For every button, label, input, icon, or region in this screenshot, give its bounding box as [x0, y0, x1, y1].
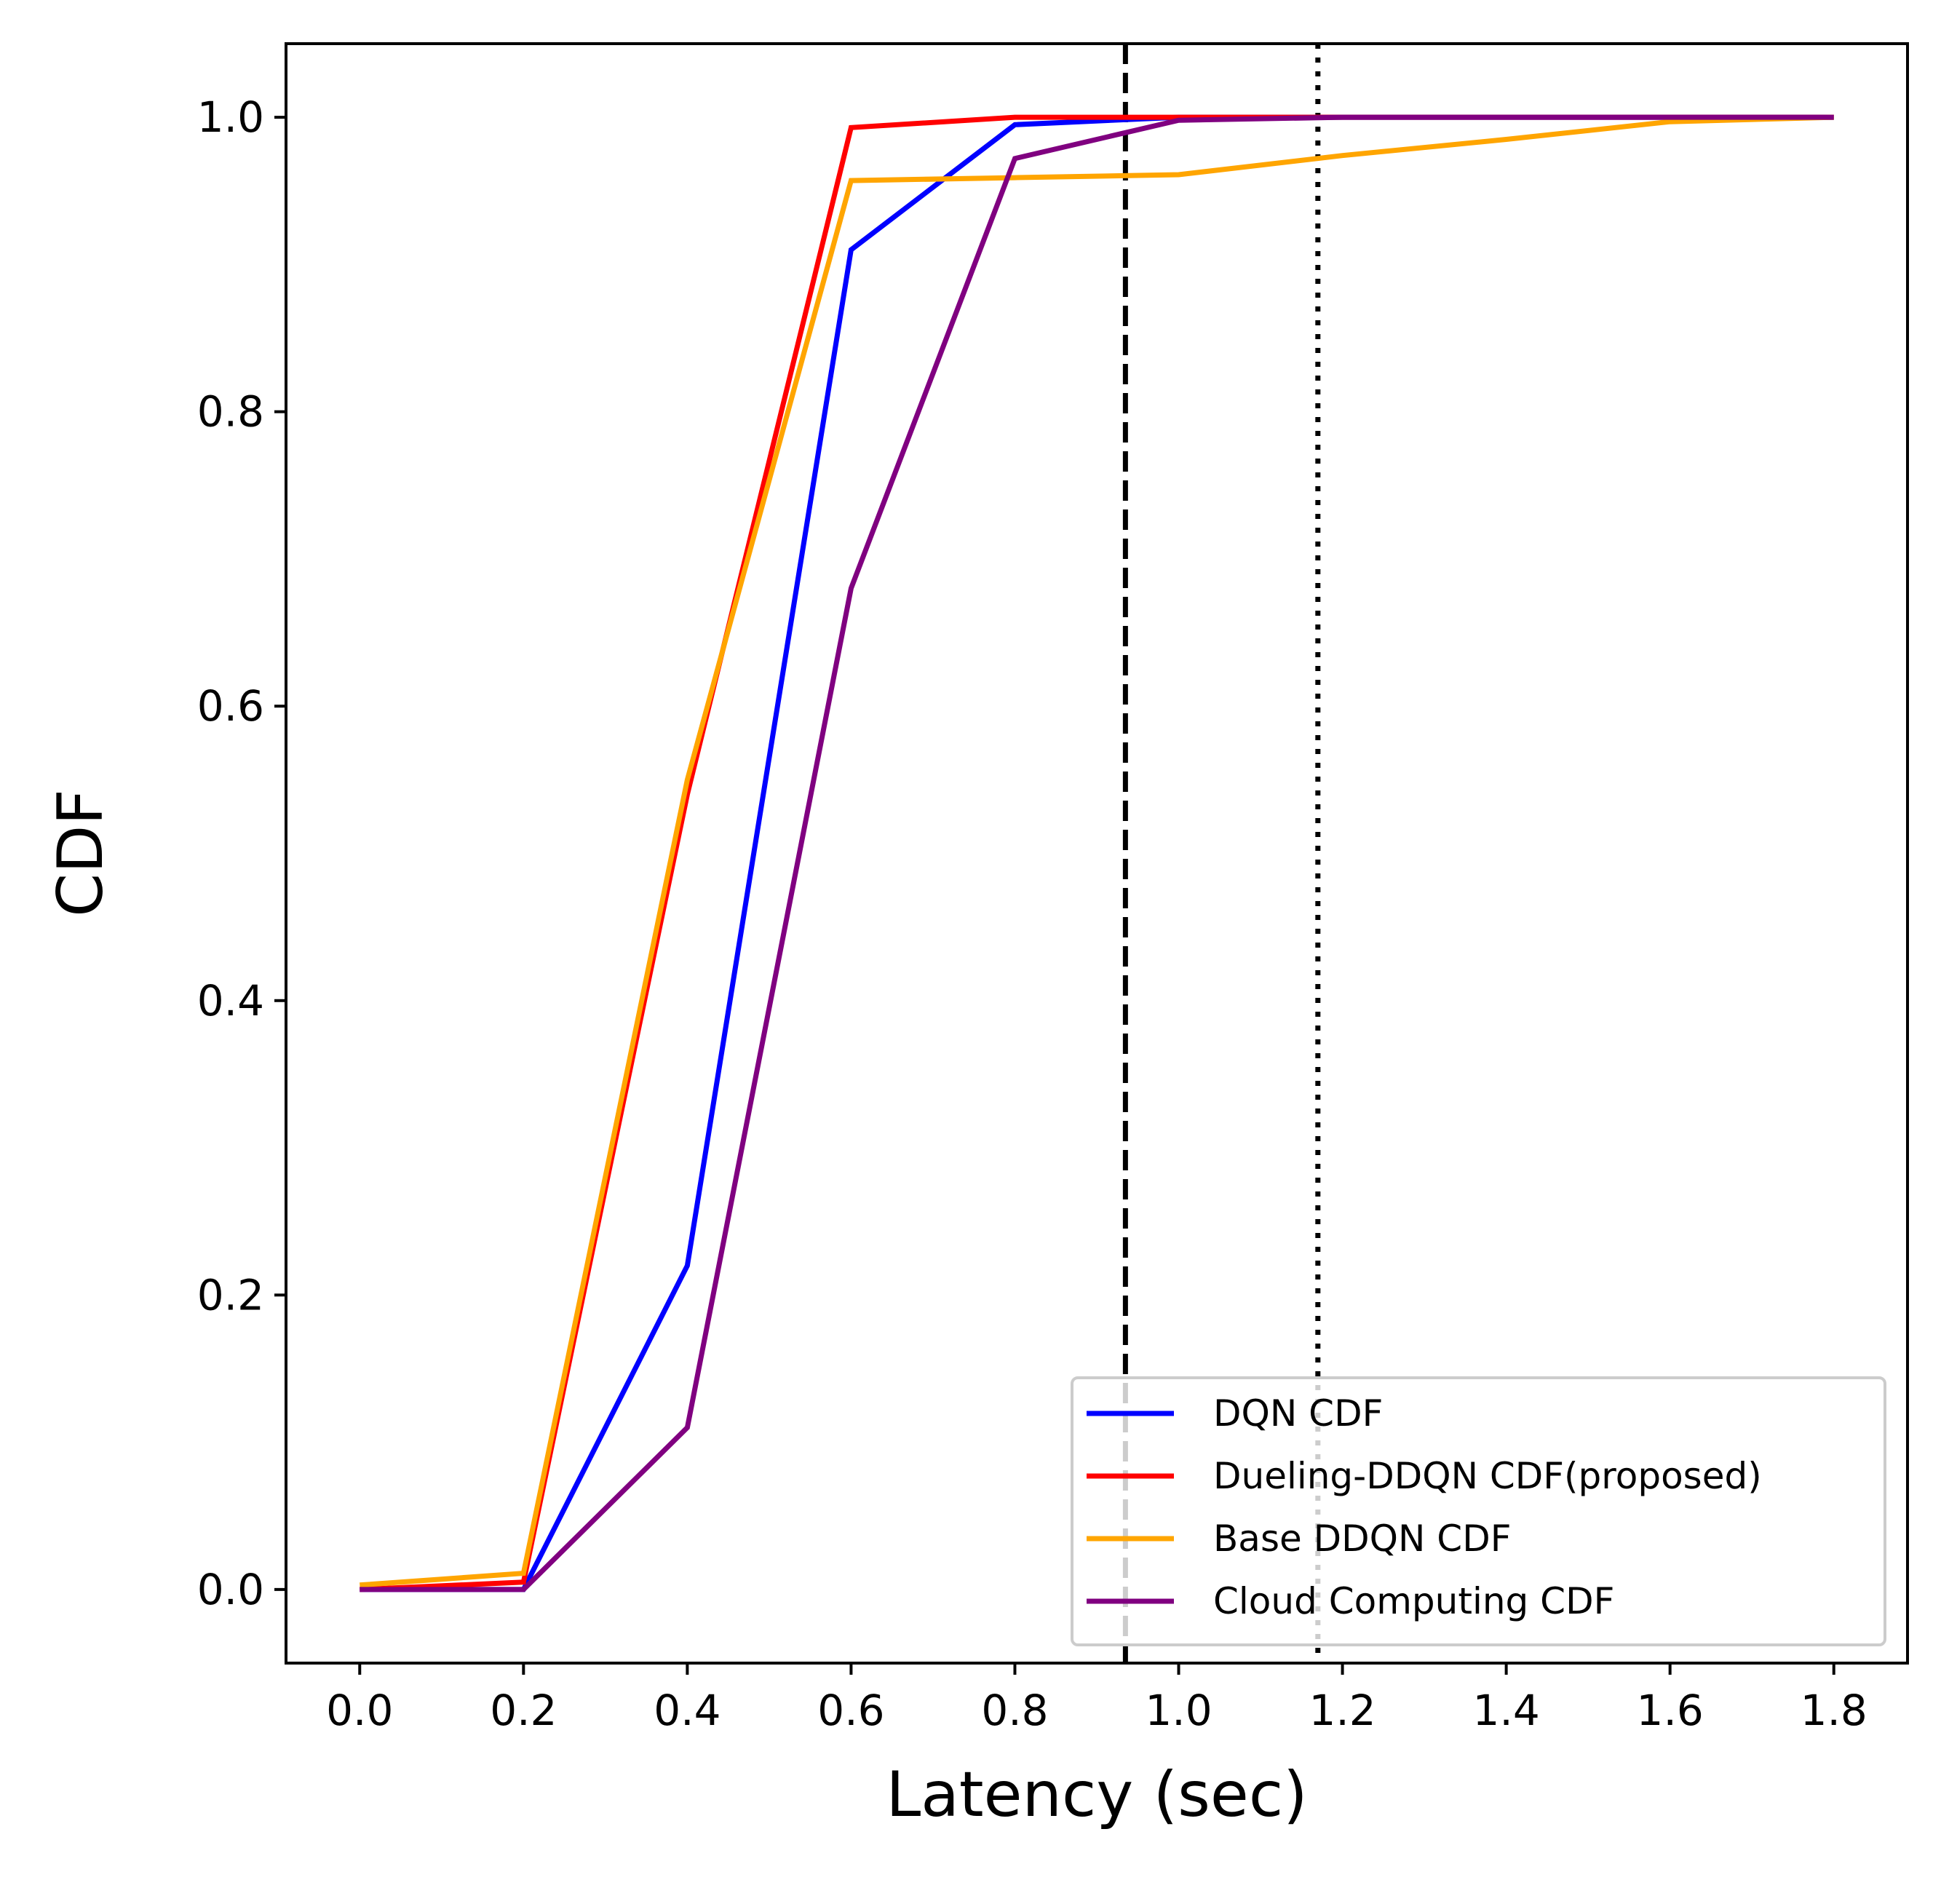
x-tick-label: 1.0	[1145, 1686, 1212, 1735]
x-axis-ticks: 0.0 0.2 0.4 0.6 0.8 1.0 1.2 1.4 1.6 1.8	[326, 1663, 1867, 1735]
series-line-2	[360, 114, 1834, 1588]
series-lines	[360, 114, 1834, 1592]
x-tick-label: 0.4	[654, 1686, 721, 1735]
y-axis-ticks: 0.0 0.2 0.4 0.6 0.8 1.0	[197, 92, 286, 1614]
y-tick-label: 0.4	[197, 976, 264, 1026]
x-tick-label: 1.2	[1309, 1686, 1376, 1735]
legend: DQN CDF Dueling-DDQN CDF(proposed) Base DD…	[1071, 1376, 1886, 1646]
legend-label-3: Cloud Computing CDF	[1213, 1580, 1614, 1622]
x-tick-label: 1.8	[1801, 1686, 1867, 1735]
series-line-3	[360, 114, 1834, 1592]
y-tick-label: 1.0	[197, 92, 264, 142]
plot-frame	[285, 42, 1909, 1665]
y-tick-label: 0.8	[197, 387, 264, 437]
legend-box	[1071, 1376, 1886, 1646]
x-tick-label: 1.6	[1637, 1686, 1704, 1735]
x-tick-label: 1.4	[1473, 1686, 1540, 1735]
x-tick-label: 0.2	[490, 1686, 557, 1735]
y-tick-label: 0.0	[197, 1565, 264, 1614]
y-axis-title: CDF	[44, 789, 117, 917]
y-tick-label: 0.6	[197, 681, 264, 731]
legend-label-2: Base DDQN CDF	[1213, 1518, 1511, 1560]
legend-label-1: Dueling-DDQN CDF(proposed)	[1213, 1455, 1762, 1497]
y-tick-label: 0.2	[197, 1270, 264, 1320]
x-tick-label: 0.6	[817, 1686, 884, 1735]
x-axis-title: Latency (sec)	[886, 1758, 1307, 1831]
x-tick-label: 0.8	[981, 1686, 1048, 1735]
x-tick-label: 0.0	[326, 1686, 393, 1735]
legend-label-0: DQN CDF	[1213, 1392, 1383, 1435]
